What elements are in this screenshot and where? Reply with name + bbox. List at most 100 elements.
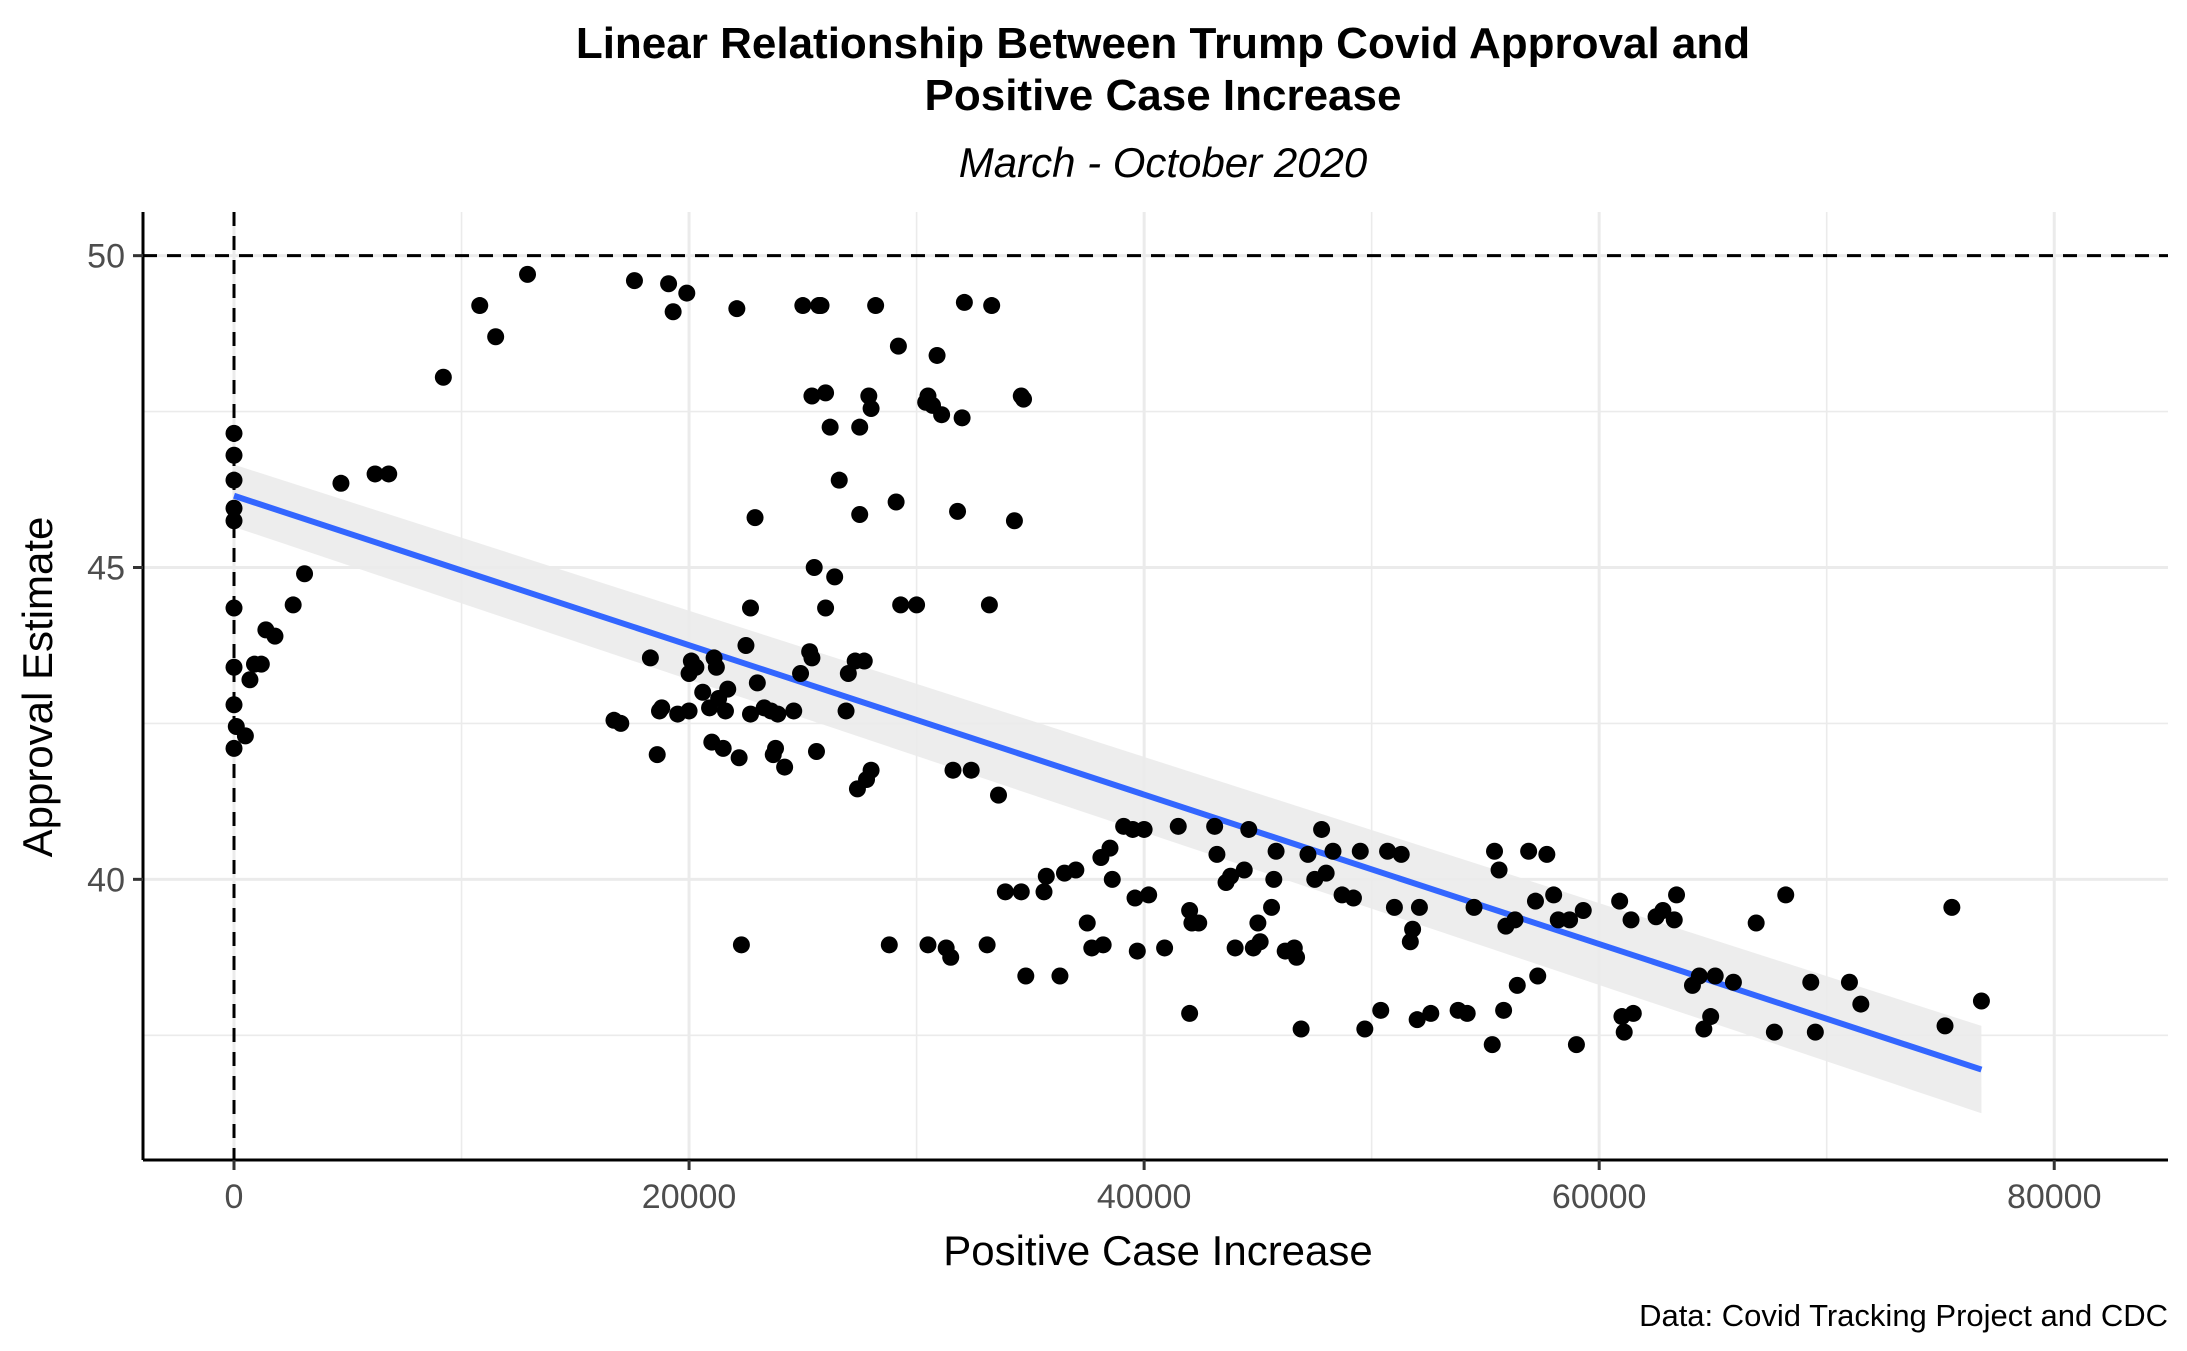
data-point	[266, 627, 284, 645]
data-point	[919, 936, 937, 954]
data-point	[855, 652, 873, 670]
data-point	[1094, 936, 1112, 954]
scatter-points	[225, 265, 1990, 1054]
data-point	[1249, 914, 1267, 932]
data-point	[1943, 898, 1961, 916]
data-point	[225, 499, 243, 517]
data-point	[1936, 1017, 1954, 1035]
data-point	[1267, 842, 1285, 860]
x-axis-label: Positive Case Increase	[943, 1227, 1373, 1274]
confidence-ribbon	[234, 464, 1982, 1114]
data-point	[225, 512, 243, 530]
data-point	[366, 465, 384, 483]
data-point	[225, 739, 243, 757]
data-point	[746, 509, 764, 527]
data-point	[1226, 939, 1244, 957]
data-point	[887, 493, 905, 511]
data-point	[1235, 861, 1253, 879]
data-point	[862, 399, 880, 417]
data-point	[664, 303, 682, 321]
data-point	[252, 655, 270, 673]
data-point	[1465, 898, 1483, 916]
data-point	[962, 761, 980, 779]
data-point	[296, 565, 314, 583]
data-point	[1458, 1004, 1476, 1022]
data-point	[1181, 1004, 1199, 1022]
x-tick-label: 40000	[1097, 1178, 1192, 1216]
data-point	[805, 559, 823, 576]
data-point	[1495, 1001, 1513, 1019]
data-point	[1288, 948, 1306, 966]
x-tick-label: 20000	[642, 1178, 737, 1216]
data-point	[769, 705, 787, 723]
data-point	[1561, 911, 1579, 929]
data-point	[1265, 870, 1283, 888]
data-point	[732, 936, 750, 954]
data-point	[1005, 512, 1023, 530]
data-point	[653, 699, 671, 717]
data-point	[862, 761, 880, 779]
data-point	[1806, 1023, 1824, 1041]
data-point	[1372, 1001, 1390, 1019]
data-point	[1486, 842, 1504, 860]
data-point	[1035, 883, 1053, 901]
data-point	[225, 658, 243, 676]
data-point	[1508, 976, 1526, 994]
data-point	[1777, 886, 1795, 904]
data-point	[1972, 992, 1990, 1010]
x-tick-label: 80000	[2007, 1178, 2102, 1216]
data-point	[767, 739, 785, 757]
data-point	[1379, 842, 1397, 860]
data-point	[949, 502, 967, 520]
data-point	[785, 702, 803, 720]
data-point	[694, 683, 712, 701]
data-point	[889, 337, 907, 355]
data-point	[236, 727, 254, 745]
data-point	[1840, 973, 1858, 991]
data-point	[996, 883, 1014, 901]
data-point	[830, 471, 848, 489]
regression-line	[233, 492, 1983, 1073]
data-point	[1802, 973, 1820, 991]
data-point	[714, 739, 732, 757]
data-point	[839, 665, 857, 683]
data-point	[1037, 867, 1055, 885]
data-point	[928, 346, 946, 364]
data-point	[1392, 845, 1410, 863]
data-point	[892, 596, 910, 614]
data-point	[1706, 967, 1724, 985]
data-point	[1747, 914, 1765, 932]
data-point	[944, 761, 962, 779]
data-point	[1351, 842, 1369, 860]
data-point	[641, 649, 659, 667]
data-point	[487, 328, 505, 346]
y-axis-label: Approval Estimate	[14, 517, 61, 858]
data-point	[1356, 1020, 1374, 1038]
data-point	[1208, 845, 1226, 863]
data-point	[990, 786, 1008, 804]
data-point	[1313, 820, 1331, 838]
data-point	[1240, 820, 1258, 838]
data-point	[953, 409, 971, 427]
data-point	[1490, 861, 1508, 879]
data-point	[225, 471, 243, 489]
data-point	[225, 599, 243, 617]
y-tick-label: 45	[87, 550, 125, 588]
data-point	[660, 275, 678, 293]
x-tick-label: 0	[225, 1178, 244, 1216]
data-point	[867, 297, 885, 315]
data-point	[978, 936, 996, 954]
grid-lines	[143, 212, 2168, 1160]
data-point	[380, 465, 398, 483]
data-point	[1051, 967, 1069, 985]
data-point	[1567, 1036, 1585, 1054]
data-point	[1690, 967, 1708, 985]
data-point	[1299, 845, 1317, 863]
data-point	[1506, 911, 1524, 929]
data-point	[826, 568, 844, 586]
data-point	[434, 368, 452, 386]
data-point	[1135, 820, 1153, 838]
data-point	[955, 293, 973, 311]
y-tick-label: 40	[87, 861, 125, 899]
